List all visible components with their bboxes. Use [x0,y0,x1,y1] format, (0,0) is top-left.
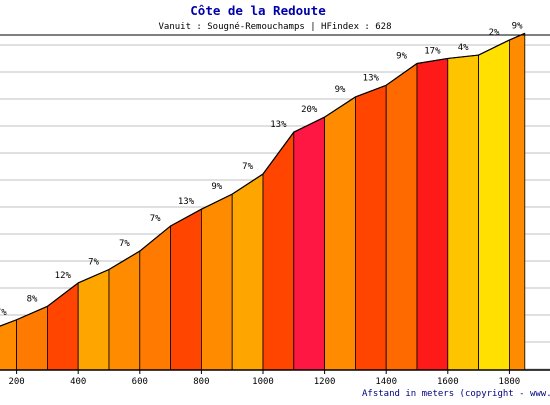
x-tick-label: 200 [8,377,24,387]
gradient-label: 20% [301,105,318,115]
gradient-label: 12% [55,271,72,281]
gradient-label: 7% [88,258,99,268]
gradient-label: 13% [270,120,287,130]
profile-segment [108,250,141,371]
gradient-label: 7% [150,214,161,224]
profile-segment [508,32,526,371]
chart-subtitle: Vanuit : Sougné-Remouchamps | HFindex : … [159,21,392,32]
profile-segment [293,116,326,371]
gradient-labels: 7%7%8%12%7%7%7%13%9%7%13%20%9%13%9%17%4%… [0,21,523,318]
x-axis-ticks: 200 400 600 800 1000 1200 1400 1600 1800 [8,370,520,387]
gradient-label: 7% [119,239,130,249]
profile-outline [0,32,526,327]
profile-segment [385,62,418,371]
x-tick-label: 800 [193,377,209,387]
gradient-label: 2% [489,28,500,38]
gradient-label: 4% [458,43,469,53]
profile-segment [354,84,387,371]
gradient-label: 7% [0,308,7,318]
profile-segment [447,54,480,371]
chart-title: Côte de la Redoute [190,3,326,18]
gradient-label: 9% [512,21,523,31]
profile-segment [200,193,233,371]
x-tick-label: 1800 [499,377,521,387]
profile-segment [416,57,449,371]
profile-segment [170,208,202,371]
x-tick-label: 1200 [314,377,336,387]
gradient-label: 7% [242,162,253,172]
profile-segments [0,32,526,371]
gradient-label: 17% [424,46,441,56]
gradient-label: 9% [396,51,407,61]
x-axis-label: Afstand in meters (copyright - www.hard [362,389,550,399]
x-tick-label: 1000 [252,377,274,387]
gradient-label: 13% [363,73,380,83]
gradient-label: 13% [178,197,195,207]
x-tick-label: 400 [70,377,86,387]
profile-segment [324,96,356,371]
gradient-label: 9% [335,85,346,95]
x-tick-label: 1600 [437,377,459,387]
profile-segment [77,268,110,371]
x-tick-label: 600 [132,377,148,387]
gradient-label: 9% [211,182,222,192]
x-tick-label: 1400 [375,377,397,387]
gradient-label: 8% [27,294,38,304]
profile-segment [0,319,18,371]
profile-segment [478,39,510,371]
profile-segment [231,173,264,371]
